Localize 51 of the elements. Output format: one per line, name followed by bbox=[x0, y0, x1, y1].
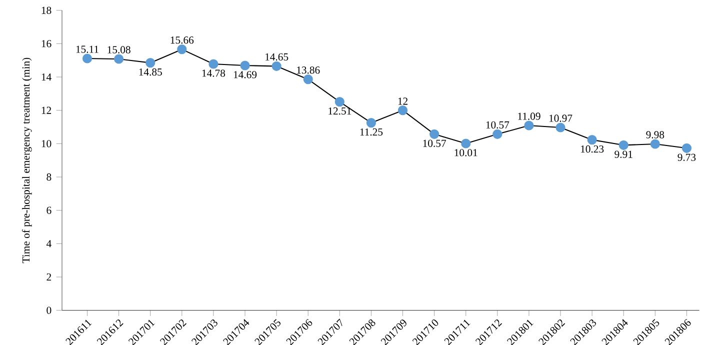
point bbox=[272, 61, 282, 71]
data-label: 14.78 bbox=[202, 70, 226, 77]
data-label: 15.11 bbox=[76, 46, 98, 53]
data-label: 12 bbox=[398, 98, 408, 105]
y-tick-label: 2 bbox=[46, 273, 52, 281]
data-label: 15.08 bbox=[108, 46, 130, 54]
point bbox=[461, 138, 471, 148]
point bbox=[177, 44, 187, 54]
data-label: 14.85 bbox=[139, 68, 162, 76]
data-label: 9.73 bbox=[678, 154, 696, 161]
point bbox=[682, 143, 692, 153]
data-label: 9.98 bbox=[646, 131, 664, 138]
point bbox=[492, 129, 502, 139]
y-tick-label: 6 bbox=[46, 206, 52, 214]
y-tick-label: 12 bbox=[42, 106, 52, 114]
point bbox=[366, 118, 376, 128]
data-label: 10.01 bbox=[454, 149, 478, 156]
data-label: 14.65 bbox=[265, 53, 288, 61]
data-label: 10.57 bbox=[486, 121, 510, 129]
point bbox=[587, 135, 597, 145]
data-label: 13.86 bbox=[297, 66, 320, 74]
point bbox=[430, 129, 440, 139]
point bbox=[240, 60, 250, 70]
y-tick-label: 14 bbox=[42, 73, 52, 81]
point bbox=[82, 54, 92, 64]
data-label: 14.69 bbox=[234, 71, 257, 78]
data-label: 10.23 bbox=[581, 145, 604, 153]
y-tick-label: 8 bbox=[46, 173, 52, 181]
point bbox=[524, 120, 534, 130]
data-label: 11.25 bbox=[360, 128, 383, 136]
data-label: 9.91 bbox=[614, 150, 632, 158]
data-label: 10.57 bbox=[423, 140, 446, 147]
point bbox=[618, 140, 628, 150]
point bbox=[303, 74, 313, 84]
data-label: 15.66 bbox=[170, 36, 194, 44]
y-tick-label: 10 bbox=[42, 140, 52, 148]
point bbox=[398, 106, 408, 116]
y-tick-label: 0 bbox=[46, 306, 52, 314]
y-tick-label: 16 bbox=[42, 40, 52, 48]
data-label: 12.51 bbox=[328, 107, 352, 115]
y-axis-title: Time of pre-hospital emergency treatment (min) bbox=[22, 58, 32, 264]
data-label: 10.97 bbox=[549, 114, 572, 122]
point bbox=[334, 97, 344, 107]
point bbox=[146, 58, 156, 68]
point bbox=[556, 122, 566, 132]
y-tick-label: 4 bbox=[46, 240, 52, 248]
y-tick-label: 18 bbox=[42, 6, 52, 14]
point bbox=[208, 59, 218, 69]
point bbox=[114, 54, 124, 64]
data-label: 11.09 bbox=[518, 112, 540, 120]
point bbox=[650, 139, 660, 149]
